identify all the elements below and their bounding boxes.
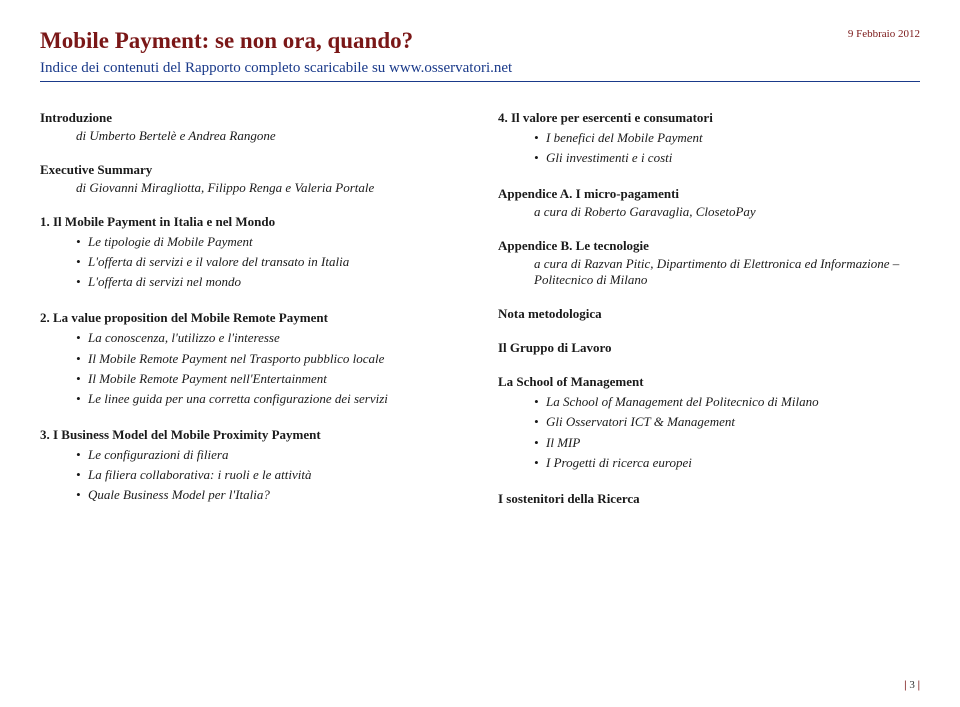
sost-head: I sostenitori della Ricerca [498, 491, 920, 507]
exec-sub: di Giovanni Miragliotta, Filippo Renga e… [76, 180, 462, 196]
list-item: Gli Osservatori ICT & Management [534, 412, 920, 432]
section-4: 4. Il valore per esercenti e consumatori… [498, 110, 920, 168]
s2-list: La conoscenza, l'utilizzo e l'interesse … [76, 328, 462, 409]
section-appB: Appendice B. Le tecnologie a cura di Raz… [498, 238, 920, 288]
list-item: I benefici del Mobile Payment [534, 128, 920, 148]
list-item: La filiera collaborativa: i ruoli e le a… [76, 465, 462, 485]
list-item: Il Mobile Remote Payment nell'Entertainm… [76, 369, 462, 389]
section-nota: Nota metodologica [498, 306, 920, 322]
appB-head: Appendice B. Le tecnologie [498, 238, 920, 254]
list-item: Gli investimenti e i costi [534, 148, 920, 168]
exec-head: Executive Summary [40, 162, 462, 178]
header: Mobile Payment: se non ora, quando? 9 Fe… [40, 28, 920, 54]
list-item: Il Mobile Remote Payment nel Trasporto p… [76, 349, 462, 369]
s1-list: Le tipologie di Mobile Payment L'offerta… [76, 232, 462, 292]
intro-head: Introduzione [40, 110, 462, 126]
content-columns: Introduzione di Umberto Bertelè e Andrea… [40, 110, 920, 525]
s4-head: 4. Il valore per esercenti e consumatori [498, 110, 920, 126]
subtitle: Indice dei contenuti del Rapporto comple… [40, 60, 920, 77]
left-column: Introduzione di Umberto Bertelè e Andrea… [40, 110, 462, 525]
school-head: La School of Management [498, 374, 920, 390]
date-label: 9 Febbraio 2012 [848, 28, 920, 40]
section-school: La School of Management La School of Man… [498, 374, 920, 473]
list-item: La School of Management del Politecnico … [534, 392, 920, 412]
list-item: Quale Business Model per l'Italia? [76, 485, 462, 505]
section-1: 1. Il Mobile Payment in Italia e nel Mon… [40, 214, 462, 292]
appA-head: Appendice A. I micro-pagamenti [498, 186, 920, 202]
section-exec: Executive Summary di Giovanni Miragliott… [40, 162, 462, 196]
list-item: L'offerta di servizi e il valore del tra… [76, 252, 462, 272]
appA-sub: a cura di Roberto Garavaglia, ClosetoPay [534, 204, 920, 220]
school-list: La School of Management del Politecnico … [534, 392, 920, 473]
list-item: Le configurazioni di filiera [76, 445, 462, 465]
s3-list: Le configurazioni di filiera La filiera … [76, 445, 462, 505]
s2-head: 2. La value proposition del Mobile Remot… [40, 310, 462, 326]
s3-head: 3. I Business Model del Mobile Proximity… [40, 427, 462, 443]
intro-sub: di Umberto Bertelè e Andrea Rangone [76, 128, 462, 144]
list-item: Le tipologie di Mobile Payment [76, 232, 462, 252]
section-gruppo: Il Gruppo di Lavoro [498, 340, 920, 356]
page-number: | 3 | [904, 679, 920, 691]
list-item: La conoscenza, l'utilizzo e l'interesse [76, 328, 462, 348]
s4-list: I benefici del Mobile Payment Gli invest… [534, 128, 920, 168]
page-bar-right: | [918, 679, 920, 691]
section-sostenitori: I sostenitori della Ricerca [498, 491, 920, 507]
divider [40, 81, 920, 82]
page-number-value: 3 [909, 679, 915, 691]
list-item: I Progetti di ricerca europei [534, 453, 920, 473]
section-intro: Introduzione di Umberto Bertelè e Andrea… [40, 110, 462, 144]
page-bar-left: | [904, 679, 906, 691]
section-appA: Appendice A. I micro-pagamenti a cura di… [498, 186, 920, 220]
list-item: Il MIP [534, 433, 920, 453]
list-item: Le linee guida per una corretta configur… [76, 389, 462, 409]
list-item: L'offerta di servizi nel mondo [76, 272, 462, 292]
gruppo-head: Il Gruppo di Lavoro [498, 340, 920, 356]
appB-sub: a cura di Razvan Pitic, Dipartimento di … [534, 256, 920, 288]
section-2: 2. La value proposition del Mobile Remot… [40, 310, 462, 409]
nota-head: Nota metodologica [498, 306, 920, 322]
section-3: 3. I Business Model del Mobile Proximity… [40, 427, 462, 505]
s1-head: 1. Il Mobile Payment in Italia e nel Mon… [40, 214, 462, 230]
right-column: 4. Il valore per esercenti e consumatori… [498, 110, 920, 525]
page-title: Mobile Payment: se non ora, quando? [40, 28, 413, 54]
